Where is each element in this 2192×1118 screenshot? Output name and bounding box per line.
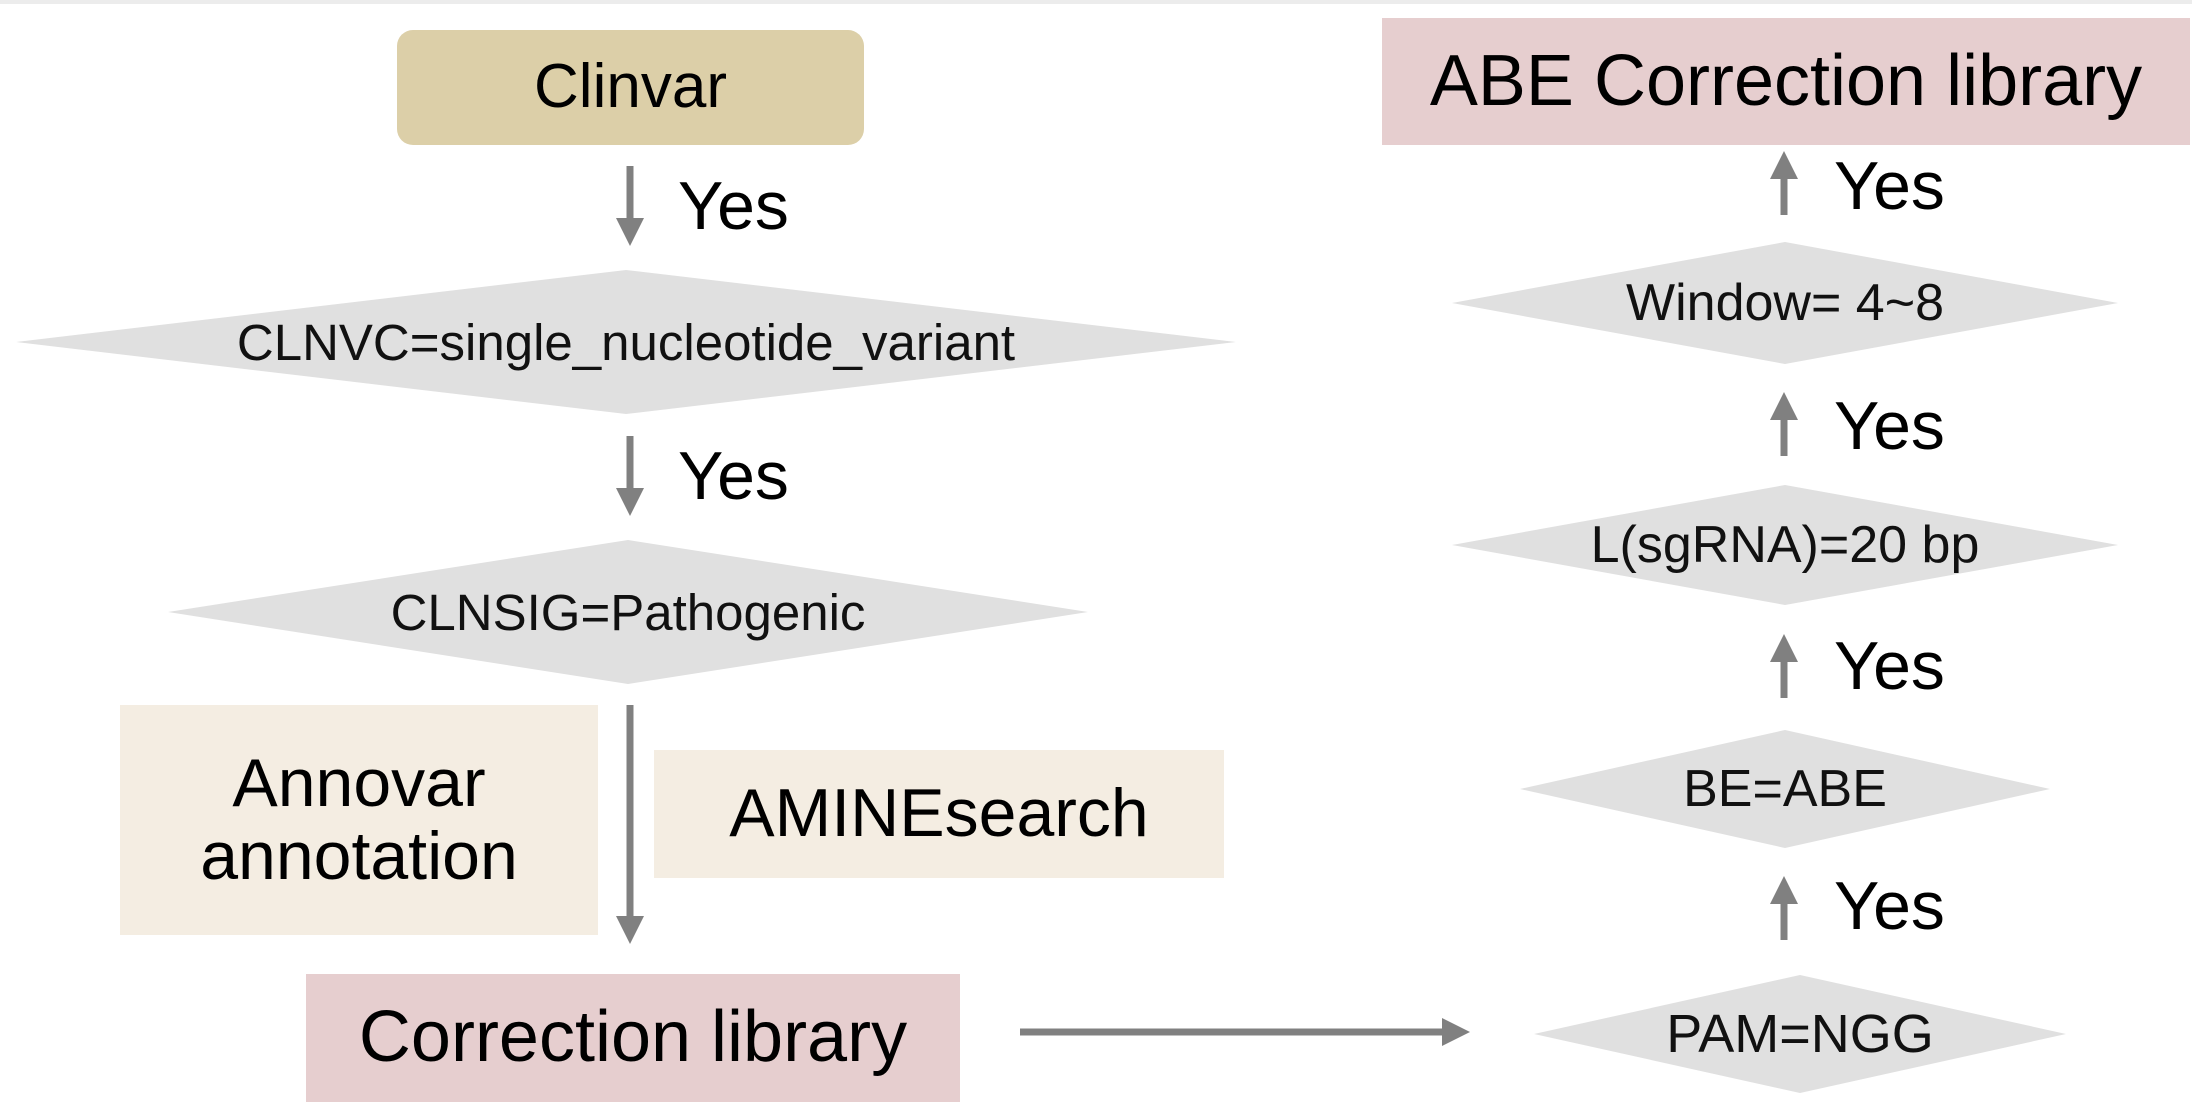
yes-label-pam: Yes <box>1834 868 1945 944</box>
be-label: BE=ABE <box>1683 760 1887 818</box>
yes-label-1: Yes <box>678 168 789 244</box>
annovar-line2: annotation <box>200 818 518 894</box>
yes-label-len: Yes <box>1834 388 1945 464</box>
clinvar-label: Clinvar <box>534 52 727 122</box>
abe-correction-library-box: ABE Correction library <box>1382 18 2190 145</box>
correction-library-box: Correction library <box>306 974 960 1102</box>
sgrna-length-label: L(sgRNA)=20 bp <box>1590 516 1980 574</box>
yes-label-window: Yes <box>1834 148 1945 224</box>
clinvar-box: Clinvar <box>397 30 864 145</box>
top-border <box>0 0 2192 4</box>
yes-label-be: Yes <box>1834 628 1945 704</box>
aminesearch-box: AMINEsearch <box>654 750 1224 878</box>
aminesearch-label: AMINEsearch <box>729 775 1149 852</box>
clnsig-label: CLNSIG=Pathogenic <box>390 583 866 641</box>
abe-correction-library-label: ABE Correction library <box>1429 40 2143 121</box>
yes-label-2: Yes <box>678 438 789 514</box>
clnvc-label: CLNVC=single_nucleotide_variant <box>236 313 1016 371</box>
window-label: Window= 4~8 <box>1626 274 1944 332</box>
annovar-line1: Annovar <box>232 744 486 821</box>
pam-label: PAM=NGG <box>1666 1004 1934 1064</box>
correction-library-label: Correction library <box>358 997 908 1078</box>
annovar-box: Annovar annotation <box>120 705 598 935</box>
